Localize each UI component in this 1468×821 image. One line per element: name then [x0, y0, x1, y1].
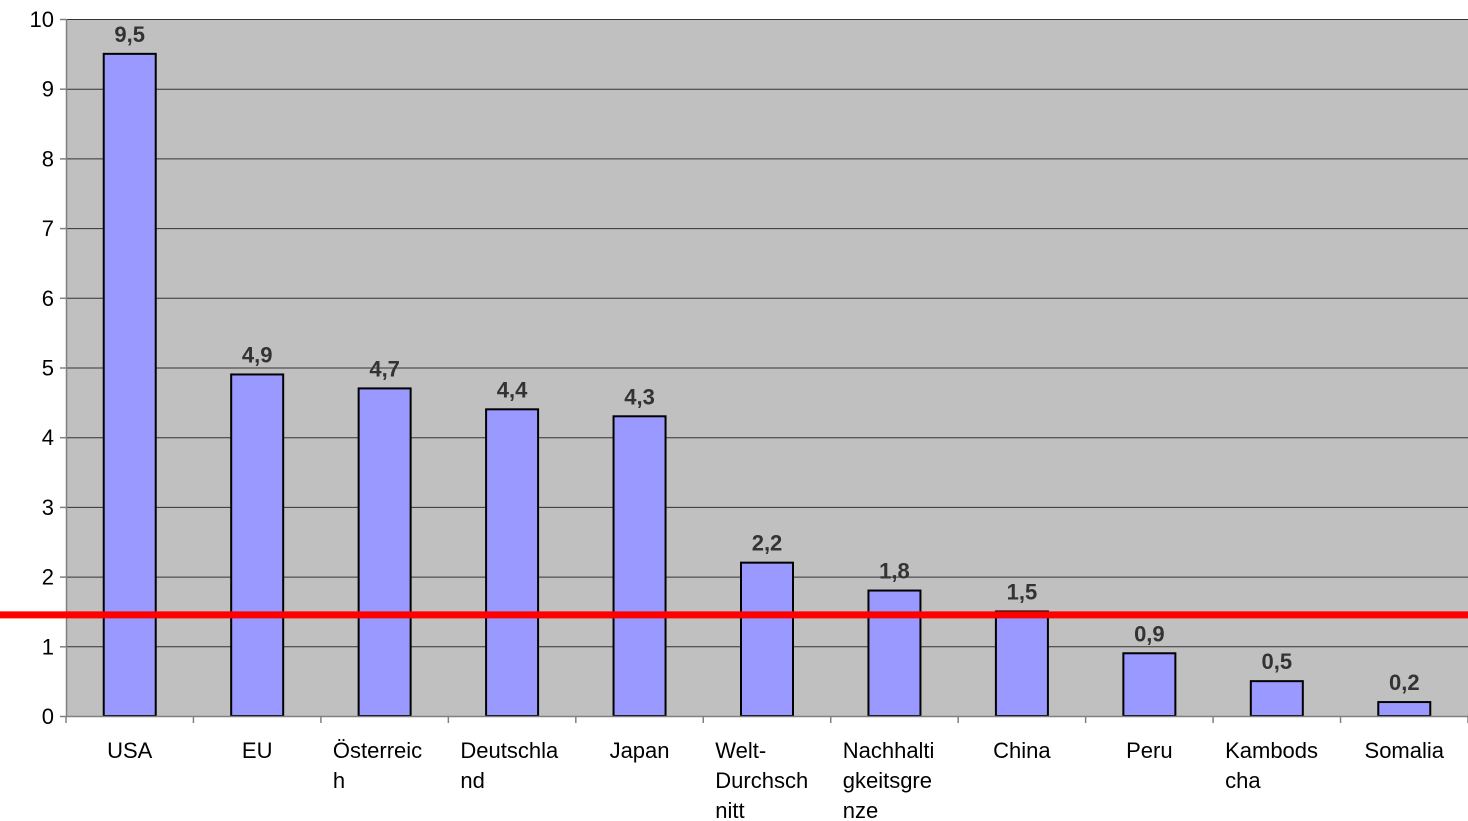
- bar: [1249, 680, 1304, 718]
- x-category-label-line: Welt-: [715, 738, 766, 763]
- x-category-label-line: EU: [242, 738, 273, 763]
- data-label: 4,3: [624, 384, 655, 409]
- x-category-label: China: [993, 738, 1051, 763]
- x-category-label-line: USA: [107, 738, 153, 763]
- y-tick-label: 1: [42, 634, 54, 659]
- x-category-label-line: h: [333, 768, 345, 793]
- bar: [1122, 652, 1177, 718]
- y-tick-label: 0: [42, 704, 54, 729]
- x-axis-ticks: USA EU Österreic h Deutschla nd Japan Welt- Durc…: [65, 716, 1468, 821]
- y-tick-label: 5: [42, 356, 54, 381]
- data-label: 4,7: [369, 356, 400, 381]
- x-category-label-line: nze: [843, 798, 878, 821]
- data-label: 9,5: [114, 22, 145, 47]
- x-category-label-line: Nachhalti: [843, 738, 935, 763]
- bar: [102, 52, 157, 718]
- bar: [612, 415, 667, 717]
- bar: [994, 610, 1049, 718]
- y-tick-label: 7: [42, 216, 54, 241]
- x-category-label-line: Japan: [610, 738, 670, 763]
- y-tick-label: 8: [42, 146, 54, 171]
- y-tick-label: 3: [42, 495, 54, 520]
- x-category-label-line: Peru: [1126, 738, 1172, 763]
- data-label: 4,9: [242, 342, 273, 367]
- x-category-label-line: Kambods: [1225, 738, 1318, 763]
- bar: [1377, 701, 1432, 717]
- x-category-label: Welt- Durchsch nitt: [715, 738, 808, 821]
- x-category-label-line: China: [993, 738, 1051, 763]
- bar: [867, 589, 922, 717]
- x-category-label: Somalia: [1365, 738, 1445, 763]
- data-labels: 9,5 4,9 4,7 4,4 4,3 2,2 1,8 1,5 0,9 0,5 0,2: [114, 22, 1419, 695]
- data-label: 0,2: [1389, 670, 1420, 695]
- x-category-label-line: Durchsch: [715, 768, 808, 793]
- data-label: 0,9: [1134, 621, 1165, 646]
- x-category-label-line: cha: [1225, 768, 1261, 793]
- x-category-label: Nachhalti gkeitsgre nze: [843, 738, 935, 821]
- y-tick-label: 2: [42, 565, 54, 590]
- x-category-label-line: Somalia: [1365, 738, 1445, 763]
- bars: [102, 52, 1432, 718]
- data-label: 2,2: [752, 531, 783, 556]
- data-label: 1,5: [1007, 579, 1038, 604]
- x-category-label: Deutschla nd: [460, 738, 559, 793]
- x-category-label: USA: [107, 738, 153, 763]
- data-label: 4,4: [497, 377, 528, 402]
- x-category-label-line: nitt: [715, 798, 744, 821]
- x-category-label: Österreic h: [333, 738, 422, 793]
- y-tick-label: 9: [42, 77, 54, 102]
- bar: [485, 408, 540, 717]
- x-category-label: Peru: [1126, 738, 1172, 763]
- y-tick-label: 4: [42, 425, 54, 450]
- x-category-label: Japan: [610, 738, 670, 763]
- x-category-label-line: Österreic: [333, 738, 422, 763]
- y-tick-label: 6: [42, 286, 54, 311]
- data-label: 1,8: [879, 559, 910, 584]
- bar: [357, 387, 412, 717]
- y-tick-label: 10: [30, 7, 54, 32]
- y-axis-ticks: 0 1 2 3 4 5 6 7 8 9 10: [30, 7, 66, 729]
- bar: [740, 561, 794, 717]
- data-label: 0,5: [1262, 649, 1293, 674]
- x-category-label: Kambods cha: [1225, 738, 1318, 793]
- x-category-label-line: Deutschla: [460, 738, 559, 763]
- x-category-label-line: gkeitsgre: [843, 768, 932, 793]
- x-category-label-line: nd: [460, 768, 484, 793]
- x-category-label: EU: [242, 738, 273, 763]
- axes: [65, 19, 1468, 718]
- bar: [230, 373, 285, 717]
